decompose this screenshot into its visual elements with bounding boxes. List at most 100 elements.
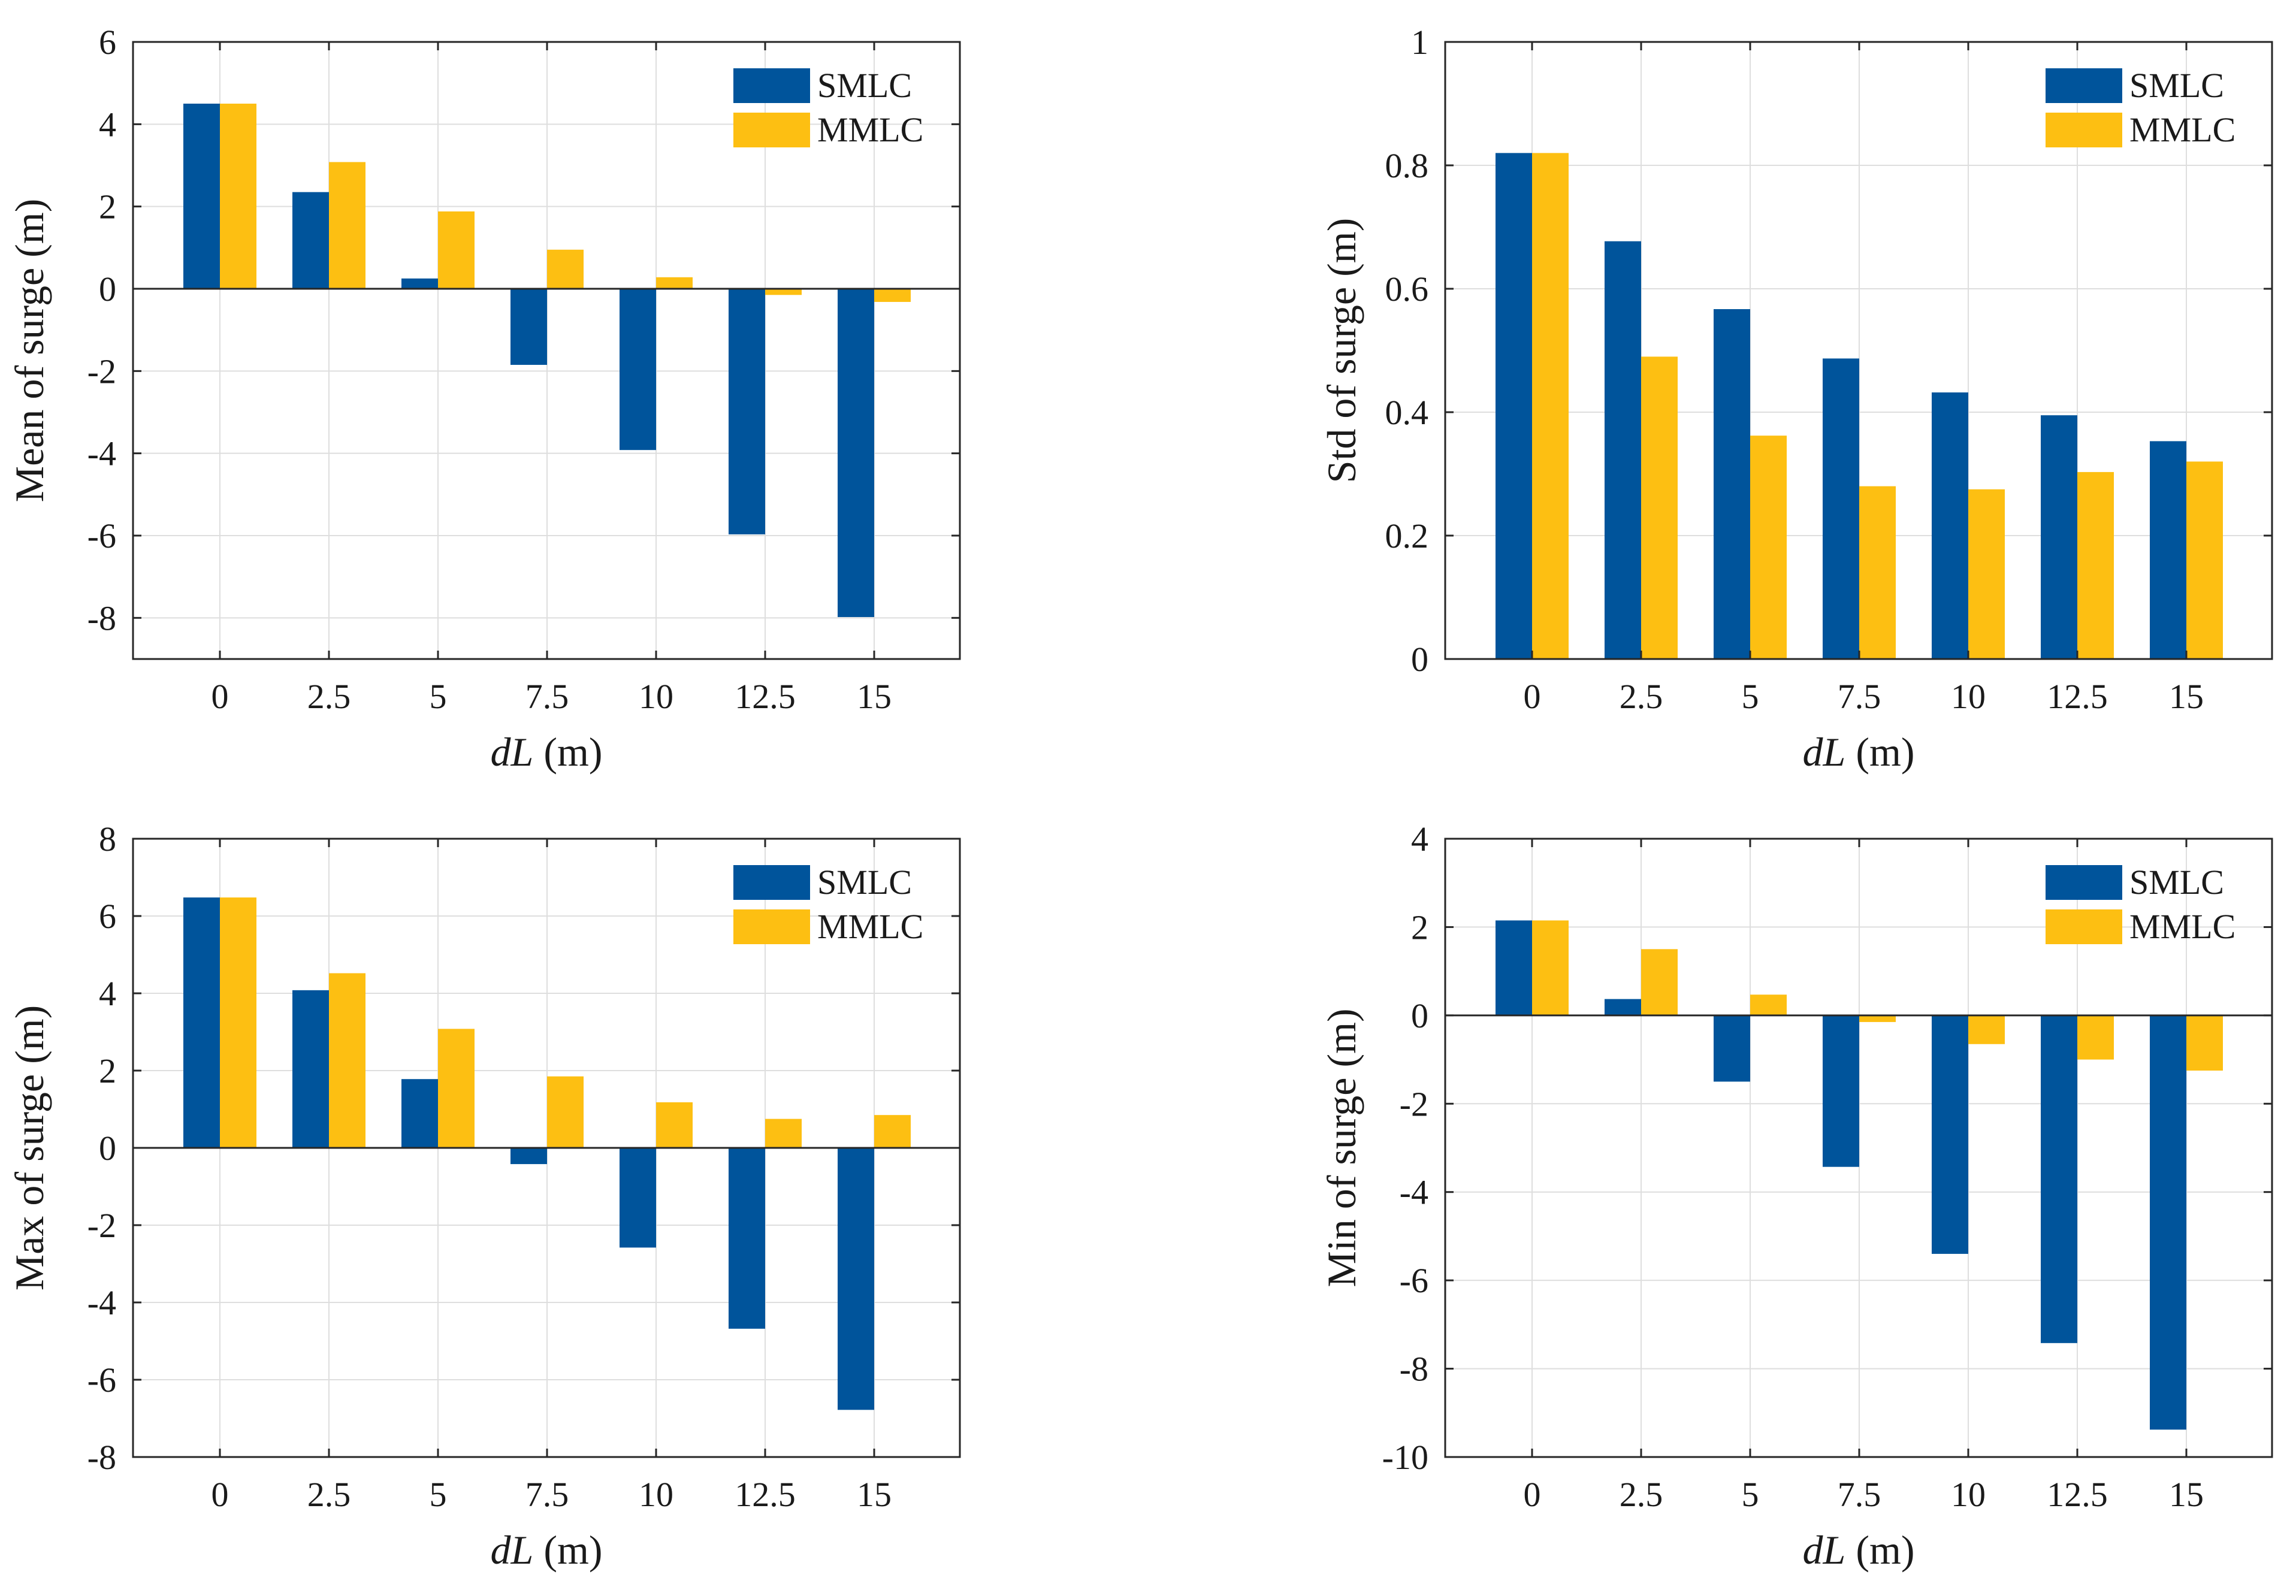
legend-label-mmlc: MMLC <box>2129 907 2235 946</box>
legend-swatch-smlc <box>2046 68 2122 103</box>
y-ticks: 6 4 2 0 -2 -4 -6 -8 <box>87 23 960 637</box>
x-tick-label: 12.5 <box>2047 677 2108 716</box>
x-axis-title-unit: (m) <box>1845 1527 1914 1573</box>
bars <box>183 104 911 617</box>
legend-swatch-smlc <box>733 865 810 900</box>
x-tick-label: 2.5 <box>1620 1475 1663 1514</box>
x-ticks: 0 2.5 5 7.5 10 12.5 15 <box>212 42 892 716</box>
y-ticks: 4 2 0 -2 -4 -6 -8 -10 <box>1382 820 2272 1477</box>
legend: SMLC MMLC <box>2046 863 2235 946</box>
bar-mmlc-15 <box>874 289 911 302</box>
x-ticks: 0 2.5 5 7.5 10 12.5 15 <box>1524 839 2204 1514</box>
bar-smlc-2.5 <box>292 990 329 1148</box>
bar-mmlc-5 <box>438 211 475 289</box>
x-tick-label: 12.5 <box>2047 1475 2108 1514</box>
x-tick-label: 2.5 <box>307 1475 351 1514</box>
legend-swatch-smlc <box>733 68 810 103</box>
x-ticks: 0 2.5 5 7.5 10 12.5 15 <box>212 839 892 1514</box>
y-tick-label: 2 <box>99 1051 116 1090</box>
bar-mmlc-12.5 <box>2077 1015 2114 1060</box>
x-axis-title-variable: dL <box>490 1527 533 1573</box>
x-tick-label: 0 <box>212 677 229 716</box>
bar-mmlc-12.5 <box>765 1119 802 1148</box>
bar-mmlc-10 <box>1968 489 2005 659</box>
y-tick-label: -6 <box>87 516 116 555</box>
bar-smlc-7.5 <box>1823 1015 1859 1167</box>
bar-smlc-7.5 <box>510 289 547 365</box>
bar-mmlc-5 <box>1750 995 1787 1015</box>
bar-smlc-5 <box>1714 1015 1750 1082</box>
x-axis-title-variable: dL <box>490 729 533 775</box>
bar-mmlc-15 <box>2186 1015 2223 1071</box>
bar-mmlc-2.5 <box>1641 949 1678 1015</box>
bar-smlc-10 <box>620 289 656 451</box>
bar-mmlc-0 <box>220 104 256 289</box>
y-tick-label: -10 <box>1382 1438 1428 1477</box>
bars <box>1496 920 2223 1430</box>
y-tick-label: 0 <box>1411 996 1428 1035</box>
x-axis-title: dL (m) <box>490 729 602 775</box>
bar-mmlc-5 <box>1750 436 1787 659</box>
y-tick-label: -4 <box>1400 1173 1428 1212</box>
bar-smlc-10 <box>620 1148 656 1248</box>
bar-mmlc-0 <box>1532 153 1569 659</box>
legend: SMLC MMLC <box>733 66 923 149</box>
y-tick-label: -4 <box>87 434 116 473</box>
bar-smlc-2.5 <box>1605 241 1641 659</box>
x-tick-label: 15 <box>857 677 892 716</box>
y-axis-title: Min of surge (m) <box>1319 1008 1364 1287</box>
bar-smlc-7.5 <box>510 1148 547 1165</box>
x-tick-label: 7.5 <box>525 1475 569 1514</box>
bars <box>183 897 911 1410</box>
bar-smlc-7.5 <box>1823 358 1859 659</box>
y-tick-label: 0 <box>1411 640 1428 679</box>
bar-mmlc-10 <box>656 1102 693 1148</box>
y-tick-label: -8 <box>1400 1350 1428 1389</box>
y-tick-label: 6 <box>99 23 116 62</box>
bar-smlc-0 <box>1496 920 1532 1015</box>
bar-smlc-12.5 <box>729 289 765 534</box>
bar-smlc-5 <box>1714 309 1750 659</box>
y-tick-label: -8 <box>87 598 116 637</box>
bar-mmlc-2.5 <box>329 973 365 1148</box>
x-axis-title-unit: (m) <box>533 1527 602 1573</box>
bars <box>1496 153 2223 659</box>
y-ticks: 1 0.8 0.6 0.4 0.2 0 <box>1385 23 2272 679</box>
legend-label-smlc: SMLC <box>817 863 912 902</box>
bar-mmlc-5 <box>438 1029 475 1148</box>
bar-smlc-0 <box>183 104 220 289</box>
x-tick-label: 7.5 <box>1838 677 1881 716</box>
x-tick-label: 7.5 <box>525 677 569 716</box>
x-tick-label: 5 <box>1742 677 1759 716</box>
legend-swatch-mmlc <box>733 909 810 944</box>
bar-mmlc-7.5 <box>547 249 584 289</box>
x-tick-label: 12.5 <box>735 1475 796 1514</box>
x-tick-label: 10 <box>1951 677 1986 716</box>
bar-mmlc-2.5 <box>1641 356 1678 659</box>
y-tick-label: 2 <box>1411 908 1428 947</box>
x-tick-label: 10 <box>639 1475 673 1514</box>
bar-smlc-15 <box>2150 1015 2186 1430</box>
x-tick-label: 10 <box>1951 1475 1986 1514</box>
y-tick-label: -2 <box>87 352 116 391</box>
legend: SMLC MMLC <box>2046 66 2235 149</box>
bar-mmlc-15 <box>874 1115 911 1148</box>
bar-smlc-12.5 <box>2041 1015 2077 1343</box>
x-tick-label: 15 <box>2169 1475 2204 1514</box>
bar-smlc-10 <box>1932 1015 1968 1254</box>
y-tick-label: 0 <box>99 1129 116 1168</box>
bar-mmlc-12.5 <box>765 289 802 295</box>
y-tick-label: 8 <box>99 820 116 859</box>
legend-label-smlc: SMLC <box>817 66 912 105</box>
bar-mmlc-10 <box>656 277 693 289</box>
y-tick-label: 4 <box>1411 820 1428 859</box>
bar-mmlc-7.5 <box>1859 486 1896 659</box>
x-tick-label: 5 <box>430 1475 447 1514</box>
y-tick-label: 4 <box>99 105 116 144</box>
x-axis-title: dL (m) <box>1802 729 1914 775</box>
x-tick-label: 12.5 <box>735 677 796 716</box>
y-ticks: 8 6 4 2 0 -2 -4 -6 -8 <box>87 820 960 1477</box>
